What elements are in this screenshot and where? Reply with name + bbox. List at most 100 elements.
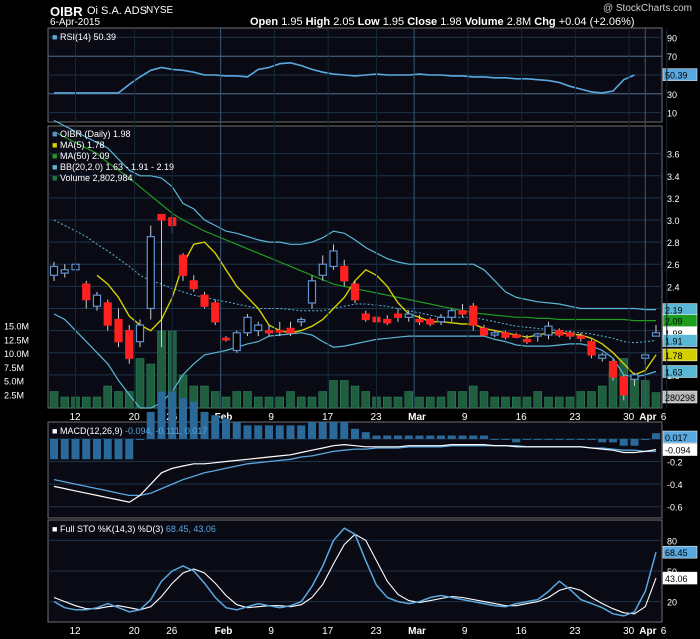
rsi-legend-text: RSI(14) 50.39 xyxy=(59,32,116,42)
macd-tick-label: -0.2 xyxy=(667,458,683,468)
bottom-x-tick-label: 23 xyxy=(371,626,383,637)
volume-bar xyxy=(232,391,241,409)
volume-bar xyxy=(103,385,112,409)
bb-lower-value-label: 1.63 xyxy=(665,368,683,378)
candle-body xyxy=(232,332,241,352)
candle-body xyxy=(383,318,392,324)
volume-bar xyxy=(297,396,306,409)
x-tick-label: 23 xyxy=(569,412,581,423)
bb-upper-line xyxy=(53,119,656,311)
volume-bar xyxy=(544,396,553,409)
volume-bar xyxy=(512,396,521,409)
sto-k-value-label: 68.45 xyxy=(665,548,688,558)
macd-tick-label: -0.6 xyxy=(667,503,683,513)
bb-lower-value-label-box xyxy=(662,365,698,378)
sto-d-value-label: 43.06 xyxy=(665,574,688,584)
macd-histogram-bar xyxy=(544,438,553,440)
x-tick-label: Mar xyxy=(408,412,426,423)
sto-tick-label: 20 xyxy=(667,598,677,608)
candle-body xyxy=(297,318,306,323)
macd-histogram-bar xyxy=(566,438,574,440)
macd-histogram-bar xyxy=(383,435,392,439)
volume-bar xyxy=(501,396,510,409)
candle-body xyxy=(533,333,542,337)
candle-body xyxy=(307,280,317,304)
watermark: @ StockCharts.com xyxy=(602,3,692,14)
ma5-value-label: 1.78 xyxy=(665,351,683,361)
price-tick-label: 3.4 xyxy=(667,172,680,182)
candle-body xyxy=(211,302,220,323)
candle-body xyxy=(576,335,585,339)
volume-bar xyxy=(82,396,91,409)
volume-bar xyxy=(576,391,585,409)
candle-body xyxy=(340,265,349,282)
volume-bar xyxy=(221,396,231,409)
macd-histogram-bar xyxy=(60,438,69,460)
candle-body xyxy=(82,283,91,301)
ohlc-summary: Open 1.95 High 2.05 Low 1.95 Close 1.98 … xyxy=(250,16,635,28)
volume-bar xyxy=(318,391,327,409)
candle-body xyxy=(393,313,403,318)
macd-histogram-bar xyxy=(200,411,209,439)
macd-histogram-bar xyxy=(146,411,155,439)
sto-legend: ■ Full STO %K(14,3) %D(3) 68.45, 43.06 xyxy=(52,524,216,534)
sto-legend-values: 68.45, 43.06 xyxy=(165,524,216,534)
volume-bar xyxy=(254,396,263,409)
macd-legend-values: -0.094, -0.111, 0.017 xyxy=(125,426,208,436)
volume-bar xyxy=(458,391,467,409)
macd-histogram-bar xyxy=(211,415,220,439)
macd-histogram-bar xyxy=(179,398,187,439)
x-tick-label: 9 xyxy=(462,412,468,423)
rsi-tick-label: 90 xyxy=(667,33,677,43)
volume-bar xyxy=(340,380,349,409)
x-tick-label: 23 xyxy=(371,412,383,423)
open-value: 1.95 xyxy=(281,16,303,28)
x-tick-label: 12 xyxy=(70,412,82,423)
candle-body xyxy=(157,213,166,221)
candle-body xyxy=(404,313,413,318)
volume-bar xyxy=(114,391,123,409)
volume-bar xyxy=(211,391,220,409)
candle-body xyxy=(415,318,424,323)
price-tick-label: 3.6 xyxy=(667,150,680,160)
bottom-x-tick-label: 26 xyxy=(166,626,178,637)
macd-histogram-bar xyxy=(286,425,295,439)
bottom-x-tick-label: Feb xyxy=(215,626,233,637)
close-label: Close xyxy=(407,16,438,28)
macd-histogram-bar xyxy=(555,438,564,440)
candle-body xyxy=(286,327,295,334)
sto-k-line xyxy=(53,527,657,617)
macd-histogram-bar xyxy=(361,432,370,439)
bb-middle-value-label: 1.91 xyxy=(665,337,683,347)
candle-body xyxy=(49,265,59,276)
macd-histogram-bar xyxy=(490,438,499,440)
macd-histogram-bar xyxy=(157,391,166,439)
candle-body xyxy=(501,332,510,338)
candle-body xyxy=(135,324,145,343)
macd-legend: ■ MACD(12,26,9) -0.094, -0.111, 0.017 xyxy=(52,426,208,436)
candle-body xyxy=(619,376,628,396)
candle-body xyxy=(555,329,564,336)
volume-bar xyxy=(404,391,413,409)
volume-tick-label: 10.0M xyxy=(4,349,29,359)
volume-bar xyxy=(555,396,564,409)
candle-body xyxy=(447,310,456,318)
macd-histogram-bar xyxy=(598,438,607,443)
macd-histogram-bar xyxy=(275,425,284,439)
candle-body xyxy=(490,332,499,336)
volume-bar xyxy=(522,396,532,409)
volume-bar xyxy=(651,392,661,409)
macd-histogram-bar xyxy=(404,435,413,439)
candle-body xyxy=(608,360,618,378)
ma50-value-label: 2.09 xyxy=(665,317,683,327)
volume-tick-label: 2.5M xyxy=(4,390,24,400)
candle-body xyxy=(60,269,69,274)
macd-histogram-bar xyxy=(426,435,435,439)
volume-bar xyxy=(135,358,145,409)
rsi-legend: ■ RSI(14) 50.39 xyxy=(52,32,116,42)
candle-body xyxy=(469,305,478,326)
candle-body xyxy=(189,280,198,290)
high-label: High xyxy=(305,16,331,28)
